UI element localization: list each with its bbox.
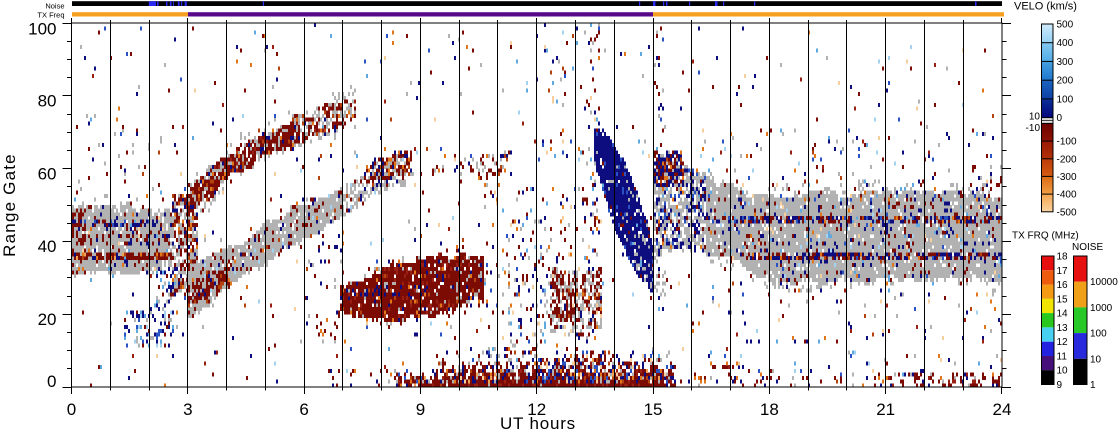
svg-text:10: 10 — [1057, 366, 1069, 377]
svg-text:100: 100 — [28, 20, 56, 39]
svg-text:17: 17 — [1057, 266, 1069, 277]
svg-text:20: 20 — [38, 310, 57, 329]
svg-text:0: 0 — [47, 372, 56, 391]
svg-text:Noise: Noise — [45, 2, 64, 11]
svg-text:-400: -400 — [1057, 190, 1077, 201]
svg-text:6: 6 — [299, 400, 308, 419]
svg-text:UT hours: UT hours — [500, 414, 576, 433]
svg-text:16: 16 — [1057, 280, 1069, 291]
svg-text:80: 80 — [38, 92, 57, 111]
svg-text:400: 400 — [1057, 38, 1074, 49]
svg-text:-100: -100 — [1057, 137, 1077, 148]
svg-text:-10: -10 — [1026, 123, 1041, 134]
svg-text:11: 11 — [1057, 351, 1068, 362]
svg-text:Range Gate: Range Gate — [0, 153, 19, 257]
svg-text:14: 14 — [1057, 309, 1069, 320]
svg-text:200: 200 — [1057, 76, 1074, 87]
svg-text:18: 18 — [760, 400, 779, 419]
svg-text:3: 3 — [183, 400, 192, 419]
svg-text:10000: 10000 — [1090, 277, 1118, 288]
svg-text:1000: 1000 — [1090, 303, 1113, 314]
svg-text:300: 300 — [1057, 57, 1074, 68]
svg-text:24: 24 — [993, 400, 1012, 419]
svg-text:60: 60 — [38, 164, 57, 183]
svg-text:1: 1 — [1090, 380, 1096, 391]
svg-text:9: 9 — [1057, 380, 1063, 391]
svg-text:-200: -200 — [1057, 154, 1077, 165]
svg-text:0: 0 — [67, 400, 76, 419]
svg-text:15: 15 — [1057, 294, 1069, 305]
svg-text:VELO (km/s): VELO (km/s) — [1014, 1, 1077, 13]
svg-text:100: 100 — [1090, 329, 1107, 340]
svg-text:15: 15 — [644, 400, 663, 419]
svg-text:TX FRQ (MHz): TX FRQ (MHz) — [1012, 231, 1079, 242]
svg-text:100: 100 — [1057, 94, 1074, 105]
svg-text:9: 9 — [416, 400, 425, 419]
svg-text:21: 21 — [876, 400, 895, 419]
svg-text:NOISE: NOISE — [1072, 242, 1103, 253]
svg-text:0: 0 — [1057, 113, 1063, 124]
svg-text:10: 10 — [1090, 354, 1102, 365]
svg-text:18: 18 — [1057, 252, 1069, 263]
svg-text:-500: -500 — [1057, 207, 1077, 218]
svg-text:13: 13 — [1057, 323, 1069, 334]
svg-text:12: 12 — [1057, 337, 1069, 348]
svg-text:12: 12 — [527, 400, 546, 419]
svg-text:40: 40 — [38, 237, 57, 256]
svg-text:500: 500 — [1057, 20, 1074, 31]
svg-text:TX Freq: TX Freq — [37, 11, 64, 20]
svg-text:10: 10 — [1029, 111, 1041, 122]
svg-text:-300: -300 — [1057, 172, 1077, 183]
